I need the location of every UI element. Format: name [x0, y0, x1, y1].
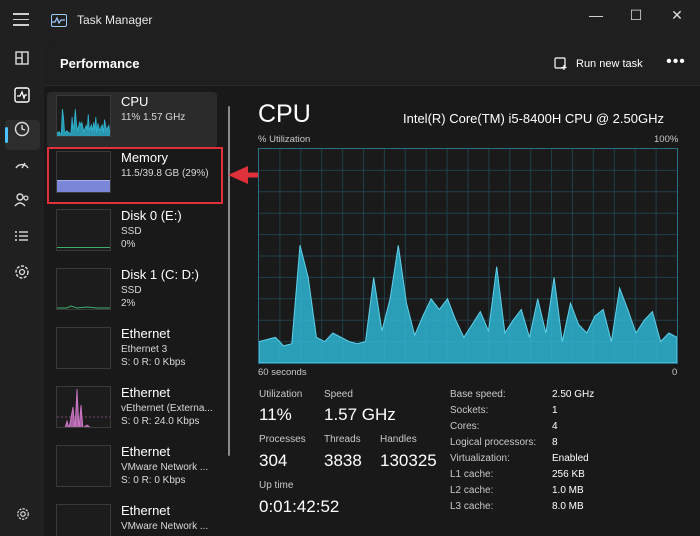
graph-time-label: 60 seconds: [258, 367, 307, 378]
run-task-icon: [554, 57, 567, 70]
pane-splitter[interactable]: [228, 106, 230, 456]
device-usage: 0%: [121, 239, 136, 250]
spec-key: Virtualization:: [450, 453, 510, 464]
spec-key: Cores:: [450, 421, 480, 432]
processes-label: Processes: [259, 434, 306, 445]
page-title: Performance: [60, 56, 140, 71]
device-detail: SSD: [121, 226, 142, 237]
spec-key: L2 cache:: [450, 485, 494, 496]
services-icon[interactable]: [10, 260, 34, 284]
spec-value: 1: [552, 405, 558, 416]
device-throughput: S: 0 R: 24.0 Kbps: [121, 416, 200, 427]
device-detail: Ethernet 3: [121, 344, 168, 355]
handles-label: Handles: [380, 434, 417, 445]
device-item-disk-1[interactable]: Disk 1 (C: D:) SSD 2%: [47, 265, 217, 321]
device-item-ethernet-4[interactable]: Ethernet VMware Network ...: [47, 501, 217, 536]
spec-key: L3 cache:: [450, 501, 494, 512]
handles-value: 130325: [380, 451, 437, 470]
device-item-memory[interactable]: Memory 11.5/39.8 GB (29%): [47, 148, 217, 204]
processes-value: 304: [259, 451, 288, 470]
memory-thumbnail-graph: [56, 151, 111, 193]
spec-key: Base speed:: [450, 389, 506, 400]
minimize-button[interactable]: —: [589, 7, 603, 23]
startup-icon[interactable]: [10, 153, 34, 177]
spec-value: Enabled: [552, 453, 589, 464]
device-throughput: S: 0 R: 0 Kbps: [121, 357, 186, 368]
ethernet-thumbnail-graph: [56, 386, 111, 428]
menu-icon[interactable]: [13, 13, 29, 27]
detail-title: CPU: [258, 100, 311, 128]
graph-min-label: 0: [672, 367, 678, 378]
device-detail: 11% 1.57 GHz: [121, 112, 186, 123]
uptime-value: 0:01:42:52: [259, 497, 340, 516]
more-options-button[interactable]: •••: [666, 53, 686, 70]
threads-label: Threads: [324, 434, 361, 445]
spec-key: L1 cache:: [450, 469, 494, 480]
device-detail: 11.5/39.8 GB (29%): [121, 168, 209, 179]
ethernet-thumbnail-graph: [56, 504, 111, 536]
device-name: Ethernet: [121, 444, 171, 459]
page-header: Performance Run new task •••: [44, 40, 700, 86]
utilization-value: 11%: [259, 405, 292, 424]
spec-value: 256 KB: [552, 469, 585, 480]
device-throughput: S: 0 R: 0 Kbps: [121, 475, 186, 486]
nav-rail: [0, 40, 44, 536]
nav-active-indicator: [5, 127, 8, 143]
run-new-task-button[interactable]: Run new task: [554, 54, 643, 74]
run-new-task-label: Run new task: [576, 58, 643, 70]
threads-value: 3838: [324, 451, 362, 470]
speed-label: Speed: [324, 389, 353, 400]
device-usage: 2%: [121, 298, 136, 309]
settings-icon[interactable]: [14, 505, 32, 523]
performance-icon[interactable]: [10, 83, 34, 107]
device-name: Ethernet: [121, 385, 171, 400]
device-name: Memory: [121, 150, 168, 165]
spec-value: 8.0 MB: [552, 501, 584, 512]
ethernet-thumbnail-graph: [56, 327, 111, 369]
users-icon[interactable]: [10, 188, 34, 212]
graph-max-label: 100%: [654, 134, 679, 145]
device-name: CPU: [121, 94, 149, 109]
spec-value: 2.50 GHz: [552, 389, 595, 400]
speed-value: 1.57 GHz: [324, 405, 396, 424]
details-icon[interactable]: [10, 224, 34, 248]
device-name: Ethernet: [121, 326, 171, 341]
spec-key: Logical processors:: [450, 437, 537, 448]
cpu-thumbnail-graph: [56, 95, 111, 137]
close-button[interactable]: ✕: [671, 7, 683, 23]
memory-highlight-box: [47, 147, 223, 204]
spec-value: 8: [552, 437, 558, 448]
disk-thumbnail-graph: [56, 268, 111, 310]
device-detail: vEthernet (Externa...: [121, 403, 213, 414]
spec-key: Sockets:: [450, 405, 489, 416]
spec-value: 1.0 MB: [552, 485, 584, 496]
device-item-cpu[interactable]: CPU 11% 1.57 GHz: [47, 92, 217, 148]
app-history-icon[interactable]: [10, 117, 34, 141]
maximize-button[interactable]: ☐: [629, 7, 643, 23]
device-name: Ethernet: [121, 503, 171, 518]
device-item-ethernet-2[interactable]: Ethernet vEthernet (Externa... S: 0 R: 2…: [47, 383, 217, 439]
window-title: Task Manager: [77, 13, 153, 27]
main-panel: Performance Run new task ••• CPU 11% 1.5…: [44, 40, 700, 536]
device-item-ethernet-3[interactable]: Ethernet VMware Network ... S: 0 R: 0 Kb…: [47, 442, 217, 498]
device-detail: VMware Network ...: [121, 521, 209, 532]
cpu-utilization-graph: [258, 148, 678, 364]
title-bar: Task Manager — ☐ ✕: [0, 0, 700, 40]
device-name: Disk 0 (E:): [121, 208, 182, 223]
spec-value: 4: [552, 421, 558, 432]
cpu-model-name: Intel(R) Core(TM) i5-8400H CPU @ 2.50GHz: [403, 111, 664, 126]
device-detail: SSD: [121, 285, 142, 296]
graph-y-label: % Utilization: [258, 134, 311, 145]
device-name: Disk 1 (C: D:): [121, 267, 199, 282]
ethernet-thumbnail-graph: [56, 445, 111, 487]
processes-icon[interactable]: [10, 46, 34, 70]
device-detail: VMware Network ...: [121, 462, 209, 473]
utilization-label: Utilization: [259, 389, 303, 400]
device-item-disk-0[interactable]: Disk 0 (E:) SSD 0%: [47, 206, 217, 262]
device-item-ethernet-1[interactable]: Ethernet Ethernet 3 S: 0 R: 0 Kbps: [47, 324, 217, 380]
uptime-label: Up time: [259, 480, 294, 491]
task-manager-app-icon: [51, 14, 67, 27]
disk-thumbnail-graph: [56, 209, 111, 251]
